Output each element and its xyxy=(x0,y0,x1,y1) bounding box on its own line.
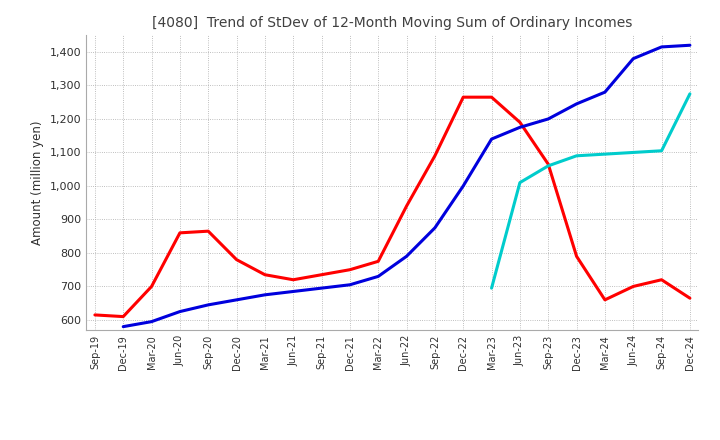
3 Years xyxy=(629,284,637,289)
5 Years xyxy=(148,319,156,324)
5 Years xyxy=(204,302,212,308)
3 Years xyxy=(148,284,156,289)
5 Years xyxy=(516,125,524,130)
Line: 3 Years: 3 Years xyxy=(95,97,690,317)
7 Years xyxy=(572,153,581,158)
5 Years xyxy=(346,282,354,287)
5 Years xyxy=(261,292,269,297)
3 Years xyxy=(374,259,382,264)
3 Years xyxy=(572,253,581,259)
3 Years xyxy=(544,161,552,167)
3 Years xyxy=(289,277,297,282)
5 Years xyxy=(176,309,184,314)
5 Years xyxy=(487,136,496,142)
3 Years xyxy=(233,257,241,262)
7 Years xyxy=(600,151,609,157)
3 Years xyxy=(431,153,439,158)
5 Years xyxy=(657,44,666,50)
5 Years xyxy=(431,225,439,231)
Y-axis label: Amount (million yen): Amount (million yen) xyxy=(32,121,45,245)
7 Years xyxy=(685,91,694,96)
3 Years xyxy=(459,95,467,100)
3 Years xyxy=(91,312,99,318)
5 Years xyxy=(572,101,581,106)
7 Years xyxy=(657,148,666,154)
3 Years xyxy=(487,95,496,100)
5 Years xyxy=(600,89,609,95)
7 Years xyxy=(629,150,637,155)
3 Years xyxy=(685,296,694,301)
7 Years xyxy=(544,163,552,169)
5 Years xyxy=(289,289,297,294)
5 Years xyxy=(402,253,411,259)
3 Years xyxy=(204,228,212,234)
3 Years xyxy=(318,272,326,277)
3 Years xyxy=(657,277,666,282)
5 Years xyxy=(459,183,467,189)
Line: 7 Years: 7 Years xyxy=(492,94,690,288)
7 Years xyxy=(516,180,524,185)
5 Years xyxy=(233,297,241,302)
5 Years xyxy=(374,274,382,279)
3 Years xyxy=(346,267,354,272)
Line: 5 Years: 5 Years xyxy=(123,45,690,326)
5 Years xyxy=(629,56,637,61)
7 Years xyxy=(487,286,496,291)
3 Years xyxy=(261,272,269,277)
3 Years xyxy=(176,230,184,235)
3 Years xyxy=(402,203,411,209)
3 Years xyxy=(516,120,524,125)
5 Years xyxy=(544,116,552,121)
5 Years xyxy=(119,324,127,329)
5 Years xyxy=(685,43,694,48)
5 Years xyxy=(318,286,326,291)
Title: [4080]  Trend of StDev of 12-Month Moving Sum of Ordinary Incomes: [4080] Trend of StDev of 12-Month Moving… xyxy=(152,16,633,30)
3 Years xyxy=(119,314,127,319)
3 Years xyxy=(600,297,609,302)
